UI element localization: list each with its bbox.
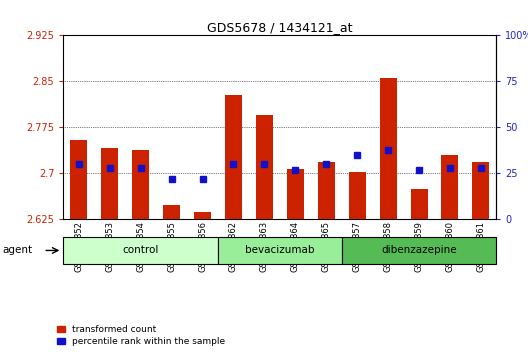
Bar: [163, 205, 180, 219]
Bar: [132, 150, 149, 219]
Bar: [441, 155, 458, 219]
Bar: [342, 237, 496, 264]
Bar: [101, 148, 118, 219]
Text: control: control: [122, 245, 159, 256]
Bar: [218, 237, 342, 264]
Bar: [70, 140, 87, 219]
Bar: [410, 189, 428, 219]
Bar: [287, 169, 304, 219]
Text: bevacizumab: bevacizumab: [245, 245, 315, 256]
Legend: transformed count, percentile rank within the sample: transformed count, percentile rank withi…: [58, 325, 225, 346]
Bar: [473, 162, 489, 219]
Text: dibenzazepine: dibenzazepine: [381, 245, 457, 256]
Bar: [256, 115, 273, 219]
Bar: [318, 162, 335, 219]
Title: GDS5678 / 1434121_at: GDS5678 / 1434121_at: [207, 21, 353, 34]
Bar: [380, 78, 397, 219]
Bar: [348, 172, 366, 219]
Bar: [194, 211, 211, 219]
Text: agent: agent: [3, 245, 33, 256]
Bar: [225, 95, 242, 219]
Bar: [63, 237, 218, 264]
